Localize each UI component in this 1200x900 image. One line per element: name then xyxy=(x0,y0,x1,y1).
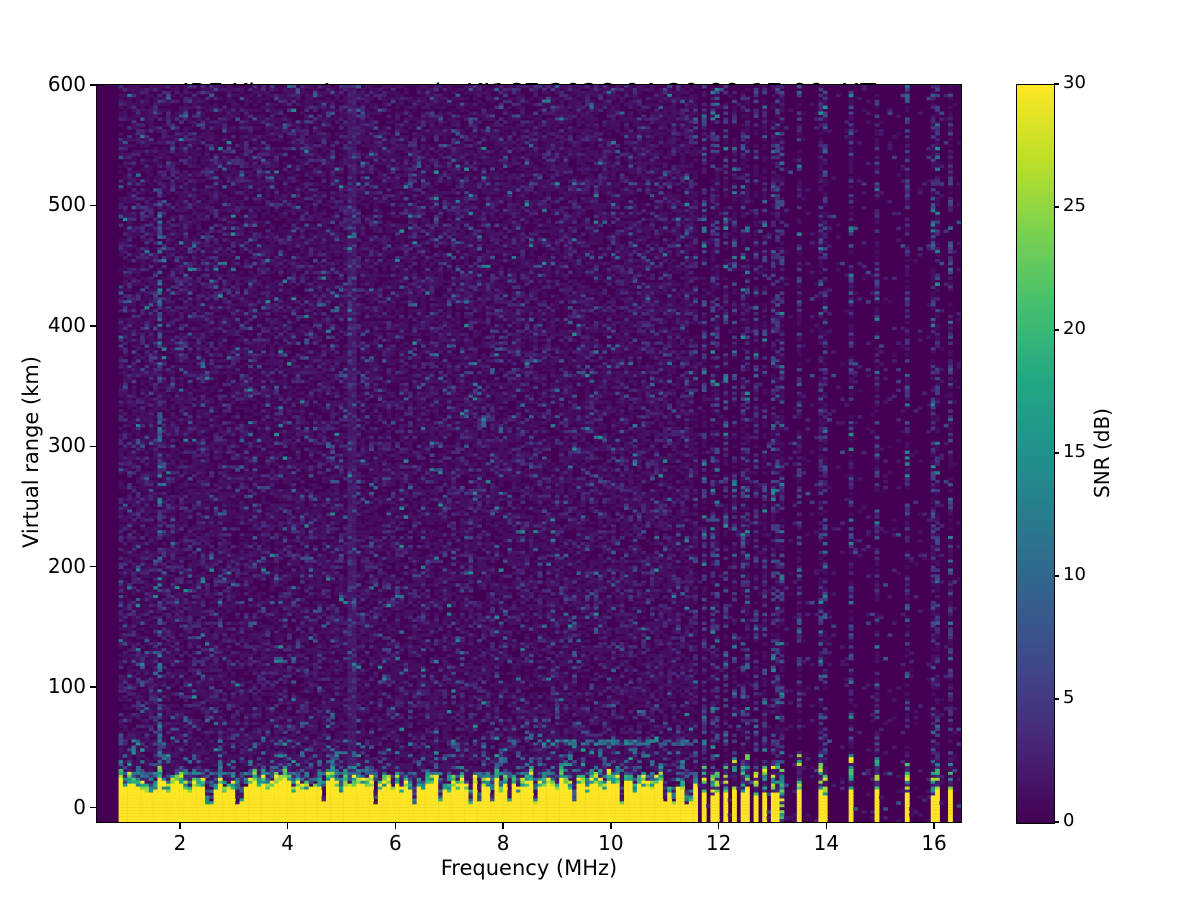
x-tick-label: 2 xyxy=(173,831,187,855)
colorbar-tick-mark xyxy=(1054,575,1059,577)
x-tick-label: 12 xyxy=(705,831,732,855)
colorbar-label: SNR (dB) xyxy=(1090,408,1114,498)
x-tick-label: 14 xyxy=(813,831,840,855)
colorbar-tick-mark xyxy=(1054,452,1059,454)
x-tick-mark xyxy=(933,823,935,829)
y-tick-mark xyxy=(90,445,96,448)
x-tick-mark xyxy=(394,823,397,829)
y-tick-label: 600 xyxy=(47,72,86,96)
x-tick-mark xyxy=(717,823,720,829)
x-tick-mark xyxy=(502,823,504,829)
x-tick-label: 6 xyxy=(389,831,402,855)
x-tick-mark xyxy=(825,823,828,829)
y-tick-label: 0 xyxy=(73,794,86,819)
y-tick-mark xyxy=(90,204,96,207)
x-tick-label: 8 xyxy=(496,831,510,855)
y-tick-mark xyxy=(90,325,96,327)
x-tick-mark xyxy=(610,823,612,829)
plot-area xyxy=(96,84,962,823)
y-tick-label: 300 xyxy=(47,433,86,458)
y-tick-mark xyxy=(90,84,96,86)
colorbar-tick-label: 20 xyxy=(1063,318,1086,339)
colorbar-tick-mark xyxy=(1054,329,1059,331)
colorbar-tick-mark xyxy=(1054,821,1059,823)
colorbar-tick-label: 25 xyxy=(1063,195,1086,216)
y-tick-mark xyxy=(90,806,96,809)
y-tick-label: 100 xyxy=(47,674,86,699)
y-tick-label: 500 xyxy=(47,192,86,217)
x-tick-label: 16 xyxy=(921,831,947,855)
y-tick-label: 200 xyxy=(47,553,86,578)
ionogram-heatmap xyxy=(97,85,961,822)
colorbar-tick-label: 10 xyxy=(1063,564,1086,585)
x-tick-mark xyxy=(286,823,289,829)
y-tick-mark xyxy=(90,565,96,568)
colorbar-tick-mark xyxy=(1054,206,1059,208)
colorbar xyxy=(1016,84,1055,824)
colorbar-tick-mark xyxy=(1054,83,1059,85)
colorbar-gradient xyxy=(1017,85,1054,823)
colorbar-tick-label: 30 xyxy=(1063,72,1086,93)
colorbar-tick-label: 0 xyxy=(1063,810,1075,831)
x-tick-mark xyxy=(179,823,181,829)
y-tick-mark xyxy=(90,686,96,688)
colorbar-tick-label: 15 xyxy=(1063,441,1086,462)
colorbar-tick-label: 5 xyxy=(1063,687,1075,708)
x-axis-label: Frequency (MHz) xyxy=(440,856,618,880)
x-tick-label: 10 xyxy=(598,831,624,855)
x-tick-label: 4 xyxy=(281,831,295,855)
colorbar-tick-mark xyxy=(1054,698,1059,700)
y-tick-label: 400 xyxy=(47,312,86,337)
